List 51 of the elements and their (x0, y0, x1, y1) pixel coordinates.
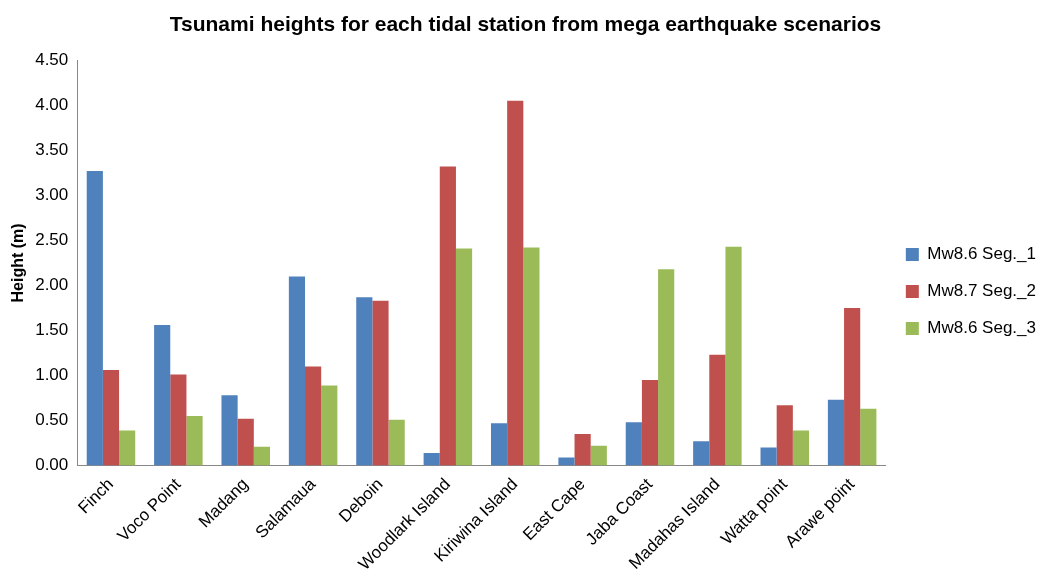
bar (119, 430, 136, 466)
bar (558, 457, 575, 466)
legend-label: Mw8.6 Seg._3 (927, 318, 1037, 338)
bar (439, 166, 456, 466)
bar (455, 248, 473, 466)
bar (253, 446, 270, 466)
bar (170, 374, 187, 466)
bar (288, 276, 306, 466)
bar (590, 445, 607, 466)
bar (641, 380, 659, 466)
y-tick-label: 0.00 (35, 455, 69, 475)
bar (860, 408, 877, 466)
y-tick-label: 2.00 (35, 275, 69, 295)
y-tick-label: 0.50 (35, 410, 69, 430)
bar (86, 171, 103, 466)
bar (102, 370, 120, 466)
bar (154, 325, 171, 466)
y-tick-label: 3.50 (35, 139, 69, 159)
bar (490, 423, 508, 466)
bar (237, 418, 254, 466)
y-tick-label: 4.00 (35, 94, 69, 114)
bar (725, 246, 742, 466)
bar (693, 441, 710, 466)
bar (221, 395, 238, 466)
bar (186, 416, 203, 466)
bar (574, 434, 591, 466)
bar (709, 354, 726, 466)
legend-label: Mw8.6 Seg._1 (927, 244, 1037, 264)
y-axis-title: Height (m) (9, 223, 27, 303)
bar (776, 405, 793, 466)
bar (423, 452, 440, 466)
y-tick-label: 3.00 (35, 185, 69, 205)
bar (625, 422, 642, 466)
bar (792, 430, 810, 466)
bar (827, 399, 845, 466)
bar (658, 269, 675, 466)
bar (356, 297, 373, 466)
y-tick-label: 4.50 (35, 49, 69, 69)
bar (760, 447, 777, 466)
bar (507, 100, 524, 466)
y-tick-label: 1.50 (35, 320, 69, 340)
bar (321, 385, 338, 466)
bar (372, 300, 389, 466)
bar (523, 247, 540, 466)
chart-title: Tsunami heights for each tidal station from mega earthquake scenarios (169, 12, 882, 36)
y-tick-label: 1.00 (35, 365, 69, 385)
bar (305, 366, 322, 466)
legend-label: Mw8.7 Seg._2 (927, 281, 1037, 301)
bar (844, 307, 861, 466)
bar (388, 419, 405, 466)
y-tick-label: 2.50 (35, 230, 69, 250)
